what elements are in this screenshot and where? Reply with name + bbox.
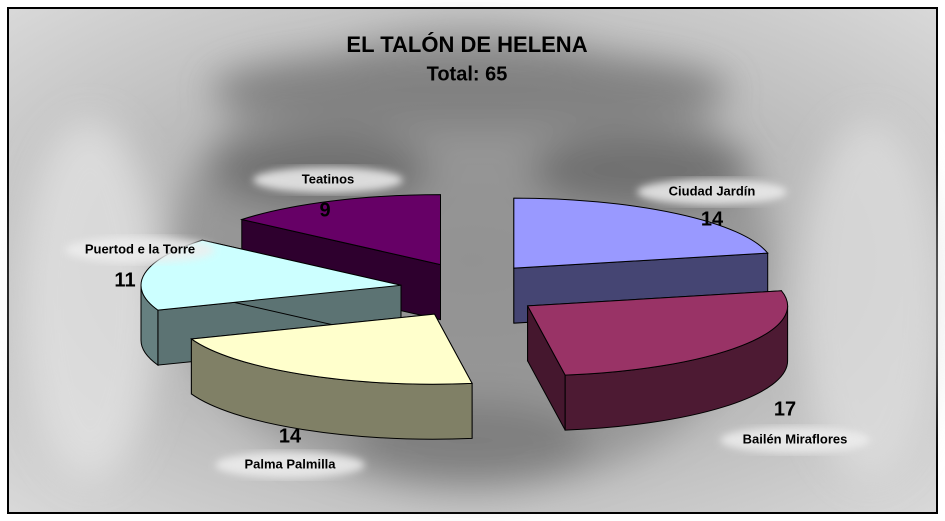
chart: EL TALÓN DE HELENA Total: 65 Ciudad Jard… (0, 0, 945, 521)
chart-title: EL TALÓN DE HELENA (346, 32, 587, 57)
value-label: 9 (319, 199, 330, 221)
value-label: 14 (279, 425, 302, 447)
category-label: Bailén Miraflores (743, 431, 848, 446)
category-label: Puertod e la Torre (85, 241, 195, 256)
category-label: Teatinos (302, 171, 355, 186)
chart-subtitle: Total: 65 (427, 63, 508, 85)
page: {"chart_data": {"type": "pie3d", "title"… (0, 0, 945, 521)
value-label: 11 (114, 269, 135, 291)
value-label: 17 (774, 398, 796, 420)
value-label: 14 (701, 208, 724, 230)
category-label: Ciudad Jardín (669, 183, 756, 198)
category-label: Palma Palmilla (244, 456, 336, 471)
